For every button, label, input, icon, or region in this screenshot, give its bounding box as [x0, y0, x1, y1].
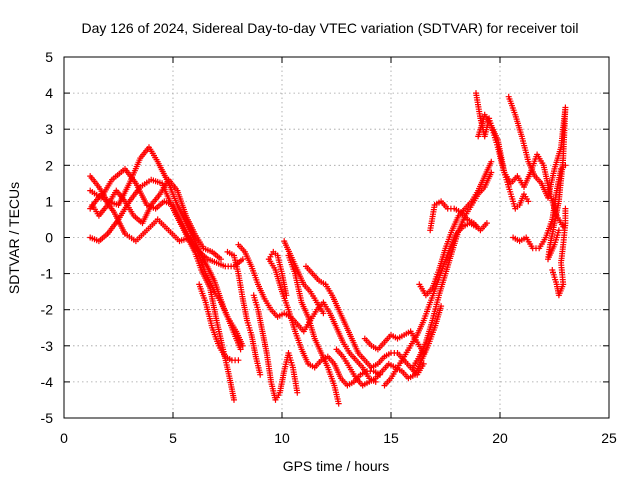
x-tick-label: 25: [601, 430, 617, 446]
data-point: [294, 389, 301, 396]
y-tick-label: -2: [41, 302, 54, 318]
data-point: [237, 346, 244, 353]
data-point: [218, 256, 224, 263]
y-tick-label: 0: [45, 230, 53, 246]
y-tick-label: 5: [45, 49, 53, 65]
data-point: [555, 227, 562, 234]
y-tick-label: -1: [41, 266, 54, 282]
data-point: [488, 158, 495, 165]
y-tick-label: 4: [45, 85, 53, 101]
data-point: [231, 396, 237, 403]
series-track-4: [87, 191, 246, 349]
chart-title: Day 126 of 2024, Sidereal Day-to-day VTE…: [82, 20, 579, 36]
series-track-22: [505, 93, 569, 263]
data-point: [320, 310, 327, 317]
data-point: [235, 357, 242, 364]
series-track-12: [281, 238, 327, 317]
y-tick-label: 2: [45, 157, 53, 173]
x-tick-label: 10: [274, 430, 290, 446]
x-tick-label: 15: [383, 430, 399, 446]
data-points: [87, 90, 569, 407]
data-point: [283, 292, 290, 299]
plot-frame: [63, 56, 610, 419]
series-track-17: [409, 169, 495, 371]
series-track-5: [196, 281, 242, 364]
series-track-8: [235, 241, 379, 385]
series-track-7: [250, 292, 301, 403]
x-tick-label: 5: [169, 430, 177, 446]
data-point: [335, 400, 342, 407]
y-tick-label: -5: [41, 410, 54, 426]
series-track-6: [224, 248, 264, 378]
series-track-19: [427, 198, 490, 234]
data-point: [239, 256, 246, 263]
series-track-11: [285, 252, 342, 407]
y-tick-label: -3: [41, 338, 54, 354]
data-point: [239, 342, 246, 349]
series-track-14: [361, 328, 427, 356]
series-track-25: [89, 176, 224, 263]
x-tick-label: 0: [60, 430, 68, 446]
series-track-9: [265, 256, 384, 389]
y-tick-labels: -5 -4 -3 -2 -1 0 1 2 3 4 5: [41, 49, 54, 426]
series-track-16: [381, 220, 479, 389]
series-track-13: [303, 263, 427, 378]
series-track-1: [87, 144, 244, 353]
y-axis-label: SDTVAR / TECUs: [6, 182, 22, 294]
data-point: [483, 220, 490, 227]
series-track-24: [549, 205, 569, 299]
series-track-23: [510, 162, 569, 252]
y-tick-label: 1: [45, 193, 53, 209]
x-tick-label: 20: [492, 430, 508, 446]
data-point: [562, 205, 569, 212]
series-track-10: [265, 248, 290, 299]
data-point: [525, 198, 532, 205]
y-tick-label: 3: [45, 121, 53, 137]
x-tick-labels: 0 5 10 15 20 25: [60, 430, 617, 446]
data-point: [438, 303, 445, 310]
data-point: [257, 371, 264, 378]
data-point: [562, 162, 569, 169]
x-axis-label: GPS time / hours: [283, 458, 390, 474]
y-tick-label: -4: [41, 374, 54, 390]
